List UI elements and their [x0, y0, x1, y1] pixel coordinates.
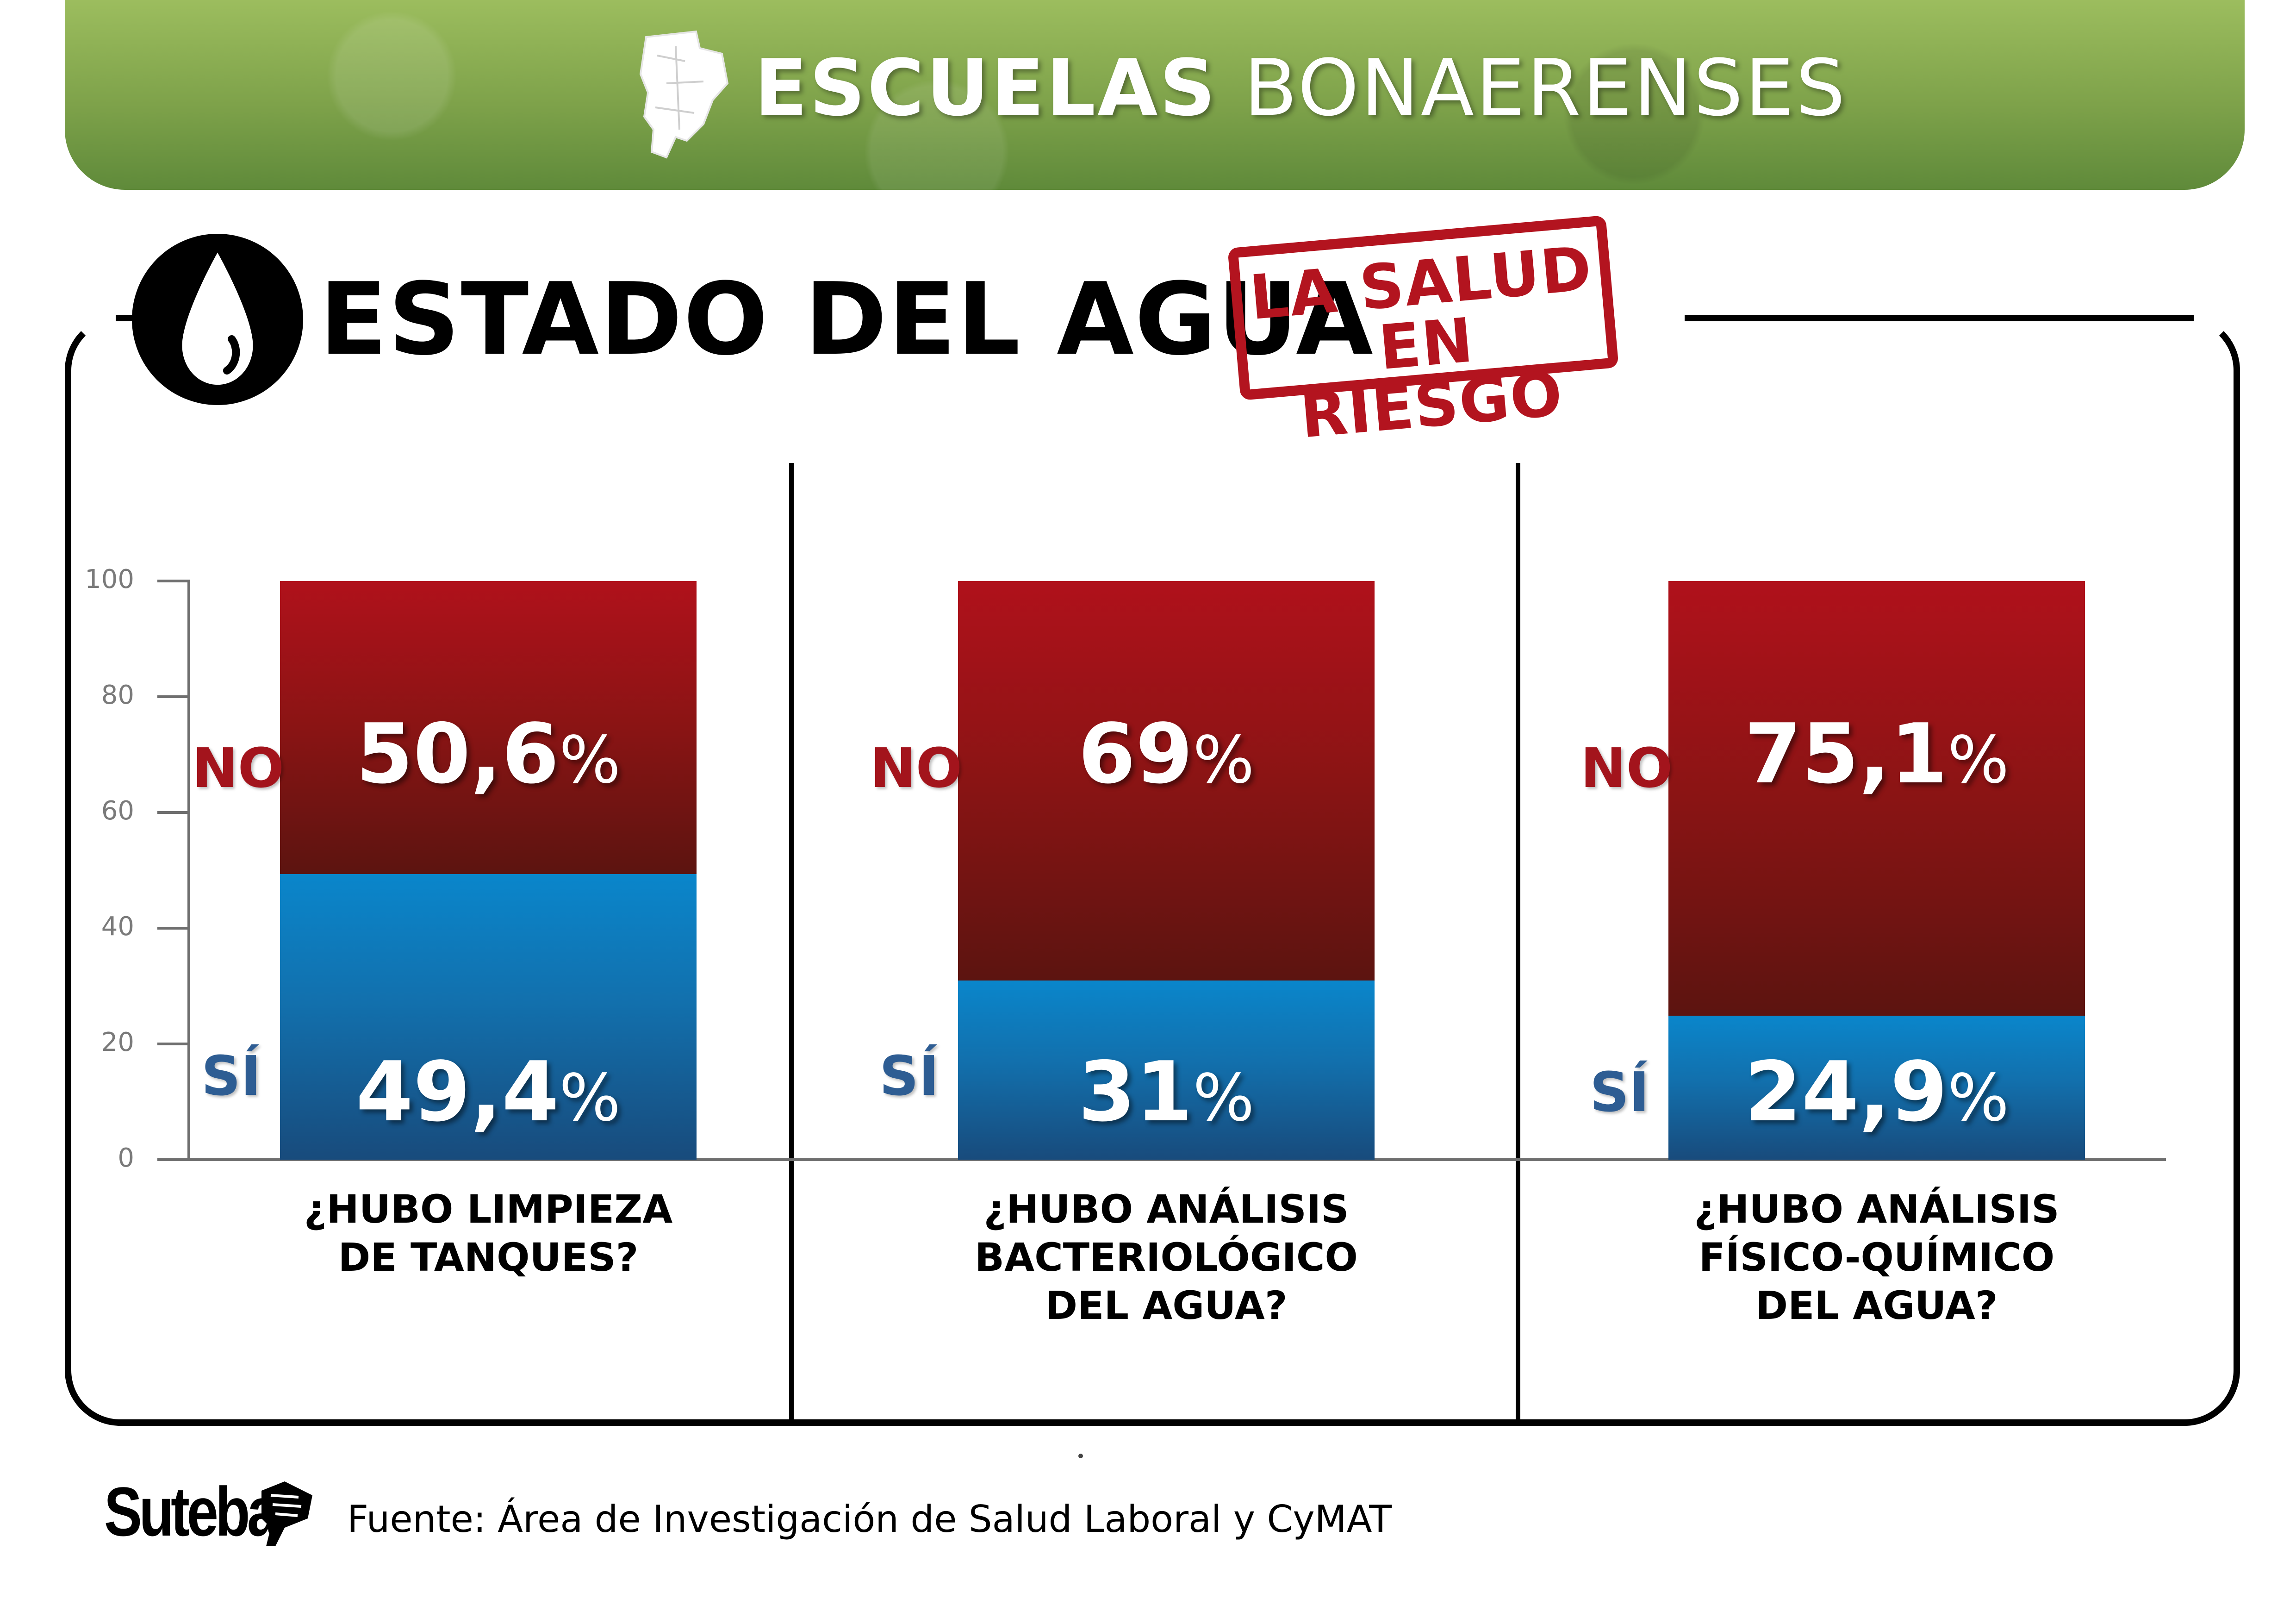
legend-label-no: NO	[1580, 736, 1673, 800]
bar-no-value-label: 69%	[958, 706, 1375, 802]
suteba-emblem-icon	[261, 1481, 312, 1546]
source-note: Fuente: Área de Investigación de Salud L…	[347, 1498, 1392, 1541]
value-number: 31	[1078, 1044, 1193, 1140]
risk-stamp: LA SALUD EN RIESGO	[1227, 215, 1619, 452]
panel-divider-1	[789, 463, 794, 1426]
bar-no	[280, 581, 697, 874]
header-title-bold: ESCUELAS	[754, 43, 1218, 133]
bar-yes	[1668, 1015, 2085, 1160]
bar-yes-value-label: 31%	[958, 1044, 1375, 1140]
tiny-mark	[1078, 1454, 1083, 1458]
panel-divider-2	[1516, 463, 1520, 1426]
value-number: 50,6	[355, 706, 560, 802]
legend-label-yes: SÍ	[879, 1044, 939, 1108]
page-title: ESTADO DEL AGUA	[319, 261, 1374, 377]
y-tick-label: 80	[101, 680, 134, 710]
header-banner: ESCUELAS BONAERENSES	[65, 0, 2245, 190]
suteba-logo: Suteba	[104, 1473, 279, 1550]
bar-no-value-label: 75,1%	[1668, 706, 2085, 802]
y-tick-label: 60	[101, 796, 134, 826]
percent-sign: %	[1193, 723, 1255, 798]
legend-label-yes: SÍ	[1590, 1060, 1649, 1124]
bar-yes-value-label: 24,9%	[1668, 1044, 2085, 1140]
category-label-line: DEL AGUA?	[1755, 1283, 1998, 1328]
percent-sign: %	[559, 723, 621, 798]
category-label: ¿HUBO ANÁLISIS FÍSICO-QUÍMICO DEL AGUA?	[1645, 1185, 2108, 1330]
y-tick-mark	[157, 927, 190, 930]
y-tick-label: 100	[85, 564, 134, 594]
category-label-line: FÍSICO-QUÍMICO	[1699, 1235, 2055, 1280]
value-number: 49,4	[355, 1044, 560, 1140]
legend-label-no: NO	[870, 736, 963, 800]
legend-label-yes: SÍ	[201, 1044, 261, 1108]
x-axis-line	[187, 1158, 2166, 1161]
category-label-line: BACTERIOLÓGICO	[975, 1235, 1358, 1280]
chart-frame	[65, 315, 2240, 1426]
percent-sign: %	[1948, 723, 2010, 798]
category-label: ¿HUBO LIMPIEZA DE TANQUES?	[257, 1185, 720, 1281]
water-drop-icon	[182, 252, 253, 385]
category-label-line: ¿HUBO LIMPIEZA	[304, 1187, 673, 1232]
y-tick-label: 40	[101, 912, 134, 942]
header-title: ESCUELAS BONAERENSES	[754, 37, 1847, 139]
province-map-icon	[639, 30, 729, 159]
category-label-line: DE TANQUES?	[338, 1235, 639, 1280]
bar-yes	[958, 980, 1375, 1160]
legend-label-no: NO	[192, 736, 285, 800]
value-number: 24,9	[1744, 1044, 1948, 1140]
category-label-line: ¿HUBO ANÁLISIS	[983, 1187, 1349, 1232]
bar-no	[1668, 581, 2085, 1016]
percent-sign: %	[1948, 1061, 2010, 1136]
y-tick-label: 20	[101, 1027, 134, 1057]
y-tick-mark	[157, 580, 190, 582]
category-label-line: DEL AGUA?	[1045, 1283, 1288, 1328]
y-tick-mark	[157, 695, 190, 698]
percent-sign: %	[559, 1061, 621, 1136]
bar-no	[958, 581, 1375, 981]
header-title-regular: BONAERENSES	[1244, 43, 1847, 133]
frame-top-right	[1685, 315, 2194, 321]
value-number: 75,1	[1744, 706, 1948, 802]
y-tick-mark	[157, 811, 190, 814]
category-label-line: ¿HUBO ANÁLISIS	[1694, 1187, 2060, 1232]
y-tick-label: 0	[118, 1143, 134, 1173]
y-axis-line	[187, 581, 190, 1161]
y-tick-mark	[157, 1158, 190, 1161]
percent-sign: %	[1193, 1061, 1255, 1136]
bar-yes	[280, 874, 697, 1160]
category-label: ¿HUBO ANÁLISIS BACTERIOLÓGICO DEL AGUA?	[935, 1185, 1398, 1330]
bar-yes-value-label: 49,4%	[280, 1044, 697, 1140]
y-tick-mark	[157, 1043, 190, 1045]
bar-no-value-label: 50,6%	[280, 706, 697, 802]
value-number: 69	[1078, 706, 1193, 802]
